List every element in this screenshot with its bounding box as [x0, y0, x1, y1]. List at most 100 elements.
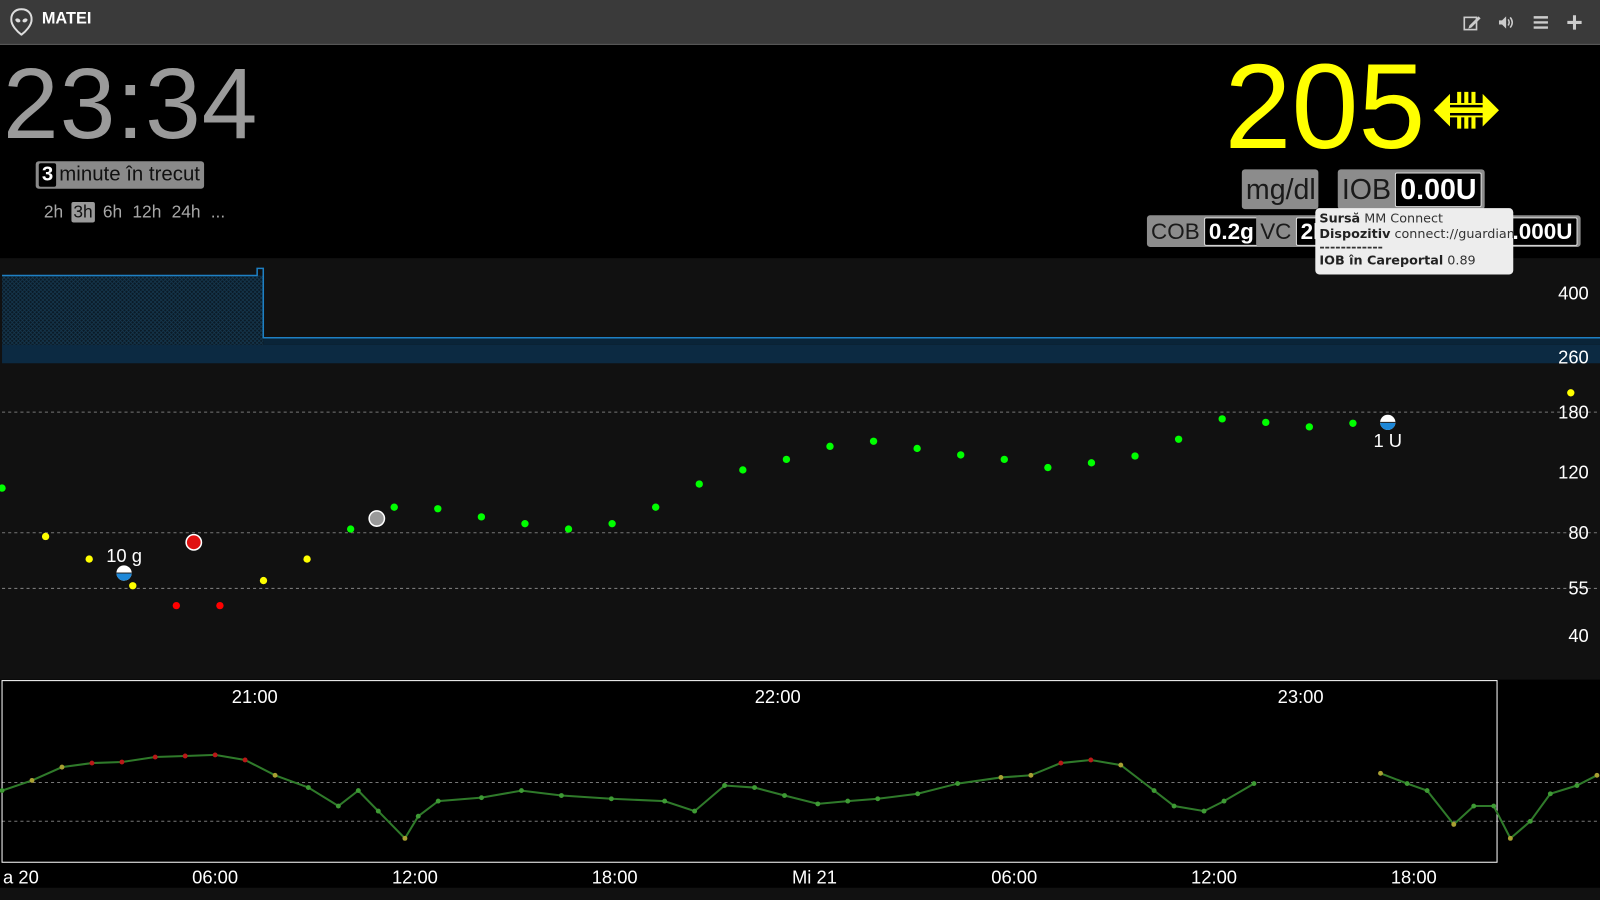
bg-point: [402, 835, 408, 841]
bg-point: [212, 752, 218, 758]
x-tick-label: 12:00: [1191, 867, 1237, 888]
tooltip-value: connect://guardian: [1394, 225, 1514, 241]
bg-point: [1028, 772, 1034, 778]
bg-point: [564, 525, 573, 533]
bg-point: [782, 793, 787, 798]
y-tick-label: 55: [1568, 578, 1588, 599]
tooltip-row: IOB în Careportal 0.89: [1319, 252, 1509, 268]
bg-point: [0, 484, 6, 492]
bg-point: [1491, 803, 1497, 809]
pill-value: 0.2g: [1203, 216, 1259, 246]
bg-point: [1088, 757, 1094, 763]
units-pill: mg/dl: [1241, 169, 1319, 210]
bg-point: [390, 503, 398, 511]
edit-icon[interactable]: [1462, 12, 1482, 32]
range-option[interactable]: 2h: [43, 202, 64, 222]
bg-point: [89, 760, 95, 766]
bg-point: [1378, 770, 1383, 776]
bg-point: [85, 555, 93, 563]
bg-point: [998, 774, 1004, 780]
x-tick-label: 12:00: [392, 867, 438, 888]
site-title: MATEI: [41, 10, 92, 28]
bg-point: [1594, 772, 1600, 778]
tooltip-value: 0.89: [1447, 252, 1476, 268]
x-tick-label: 18:00: [1391, 867, 1437, 888]
range-option[interactable]: 6h: [102, 202, 123, 222]
chart-background: [0, 258, 1600, 680]
x-tick-label: Mi 21: [792, 867, 837, 888]
bg-point: [1567, 389, 1575, 397]
current-bg: 205: [1224, 39, 1426, 175]
pill-label: IOB: [1341, 172, 1392, 205]
bg-point: [375, 808, 381, 814]
bg-point: [957, 451, 965, 459]
bg-check: [368, 510, 386, 527]
bg-point: [1087, 459, 1096, 467]
bg-point: [216, 601, 224, 610]
bg-point: [477, 513, 486, 521]
bg-point: [355, 788, 361, 794]
sound-icon[interactable]: [1496, 12, 1516, 32]
bg-point: [242, 757, 248, 763]
bg-point: [722, 783, 728, 788]
bg-point: [875, 796, 881, 802]
pill-label: COB: [1151, 217, 1200, 244]
bg-point: [782, 455, 791, 464]
range-option[interactable]: 24h: [171, 202, 201, 222]
tooltip-label: IOB în Careportal: [1319, 252, 1444, 268]
y-tick-label: 80: [1568, 522, 1588, 543]
bg-point: [335, 803, 341, 809]
bg-point: [915, 791, 921, 797]
tooltip-label: Dispozitiv: [1319, 225, 1391, 241]
bg-point: [1171, 803, 1177, 809]
tooltip: Sursă MM Connect Dispozitiv connect://gu…: [1315, 208, 1514, 275]
tooltip-row: Sursă MM Connect: [1319, 210, 1509, 226]
bg-point: [1201, 808, 1207, 814]
bg-point: [1424, 788, 1430, 794]
minutes: 3: [38, 163, 57, 187]
bg-point: [913, 444, 921, 453]
y-tick-label: 180: [1558, 401, 1589, 422]
bg-point: [1151, 788, 1157, 794]
tooltip-separator: ------------: [1319, 238, 1383, 255]
brush-background: [0, 680, 1600, 864]
bg-point: [1262, 418, 1270, 427]
bg-point: [435, 798, 441, 804]
y-tick-label: 120: [1558, 462, 1589, 483]
x-tick-label: 06:00: [991, 867, 1037, 888]
menu-icon[interactable]: [1531, 12, 1551, 32]
bg-point: [182, 753, 188, 759]
bg-point: [1118, 762, 1124, 768]
add-icon[interactable]: [1564, 12, 1584, 32]
range-option[interactable]: 12h: [132, 202, 162, 222]
bg-point: [1471, 803, 1477, 809]
range-selector: 2h 3h 6h 12h 24h...: [42, 202, 227, 223]
bg-point: [1131, 452, 1139, 460]
logo: [10, 8, 33, 36]
range-option[interactable]: 3h: [71, 202, 95, 223]
units: mg/dl: [1245, 172, 1316, 205]
basal-band: [2, 344, 1600, 364]
bg-point: [59, 764, 65, 770]
cob-pill: COB 0.2g: [1146, 215, 1262, 247]
iob-pill: IOB 0.00U: [1337, 169, 1485, 210]
pill-value: .000U: [1507, 216, 1578, 246]
bg-point: [521, 520, 529, 528]
bg-point: [608, 796, 614, 802]
bg-point: [739, 466, 747, 474]
x-tick-label: 22:00: [755, 686, 801, 707]
bg-point: [1000, 455, 1008, 464]
treatment-label: 10 g: [106, 545, 142, 566]
bg-point: [1058, 760, 1064, 766]
bg-point: [1174, 435, 1183, 443]
bg-point: [1349, 419, 1357, 427]
bg-point: [1251, 781, 1257, 786]
range-option[interactable]: ...: [210, 202, 226, 222]
x-tick-label: 06:00: [192, 867, 238, 888]
bg-point: [752, 785, 757, 790]
brush-frame: [1, 680, 1498, 863]
pill-value: 0.00U: [1395, 171, 1482, 207]
bg-point: [41, 532, 50, 541]
